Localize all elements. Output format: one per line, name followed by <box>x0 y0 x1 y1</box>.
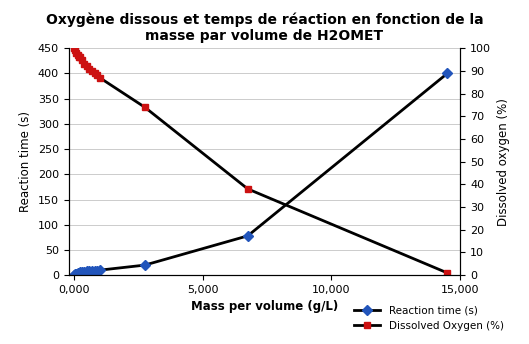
Reaction time (s) <box>142 263 148 267</box>
Dissolved Oxygen (%) <box>89 69 95 73</box>
Reaction time (s) <box>94 269 101 273</box>
Dissolved Oxygen (%) <box>84 64 90 68</box>
Reaction time (s) <box>78 270 85 274</box>
Dissolved Oxygen (%) <box>78 57 85 62</box>
Dissolved Oxygen (%) <box>75 53 81 57</box>
Line: Reaction time (s): Reaction time (s) <box>70 70 451 279</box>
Line: Dissolved Oxygen (%): Dissolved Oxygen (%) <box>70 45 451 276</box>
Reaction time (s) <box>75 271 81 275</box>
Dissolved Oxygen (%) <box>71 46 77 50</box>
Reaction time (s) <box>89 269 95 273</box>
Reaction time (s) <box>244 234 251 238</box>
Dissolved Oxygen (%) <box>444 271 451 275</box>
Dissolved Oxygen (%) <box>72 49 78 53</box>
Reaction time (s) <box>84 269 90 273</box>
Dissolved Oxygen (%) <box>92 71 98 75</box>
Reaction time (s) <box>76 271 82 275</box>
Y-axis label: Reaction time (s): Reaction time (s) <box>20 111 32 212</box>
Reaction time (s) <box>81 270 87 274</box>
Reaction time (s) <box>86 269 93 273</box>
Dissolved Oxygen (%) <box>77 55 84 59</box>
Dissolved Oxygen (%) <box>94 73 101 77</box>
Reaction time (s) <box>92 269 98 273</box>
Dissolved Oxygen (%) <box>96 76 103 80</box>
Reaction time (s) <box>96 268 103 272</box>
Dissolved Oxygen (%) <box>142 105 148 109</box>
Dissolved Oxygen (%) <box>244 187 251 191</box>
Y-axis label: Dissolved oxygen (%): Dissolved oxygen (%) <box>497 98 509 226</box>
Dissolved Oxygen (%) <box>81 62 87 66</box>
Dissolved Oxygen (%) <box>86 66 93 71</box>
Dissolved Oxygen (%) <box>74 51 80 55</box>
Reaction time (s) <box>77 270 84 274</box>
Dissolved Oxygen (%) <box>76 55 82 59</box>
Legend: Reaction time (s), Dissolved Oxygen (%): Reaction time (s), Dissolved Oxygen (%) <box>350 302 508 335</box>
X-axis label: Mass per volume (g/L): Mass per volume (g/L) <box>191 300 338 313</box>
Reaction time (s) <box>444 71 451 75</box>
Reaction time (s) <box>74 272 80 276</box>
Reaction time (s) <box>72 272 78 276</box>
Reaction time (s) <box>71 273 77 277</box>
Title: Oxygène dissous et temps de réaction en fonction de la
masse par volume de H2OME: Oxygène dissous et temps de réaction en … <box>45 12 484 43</box>
